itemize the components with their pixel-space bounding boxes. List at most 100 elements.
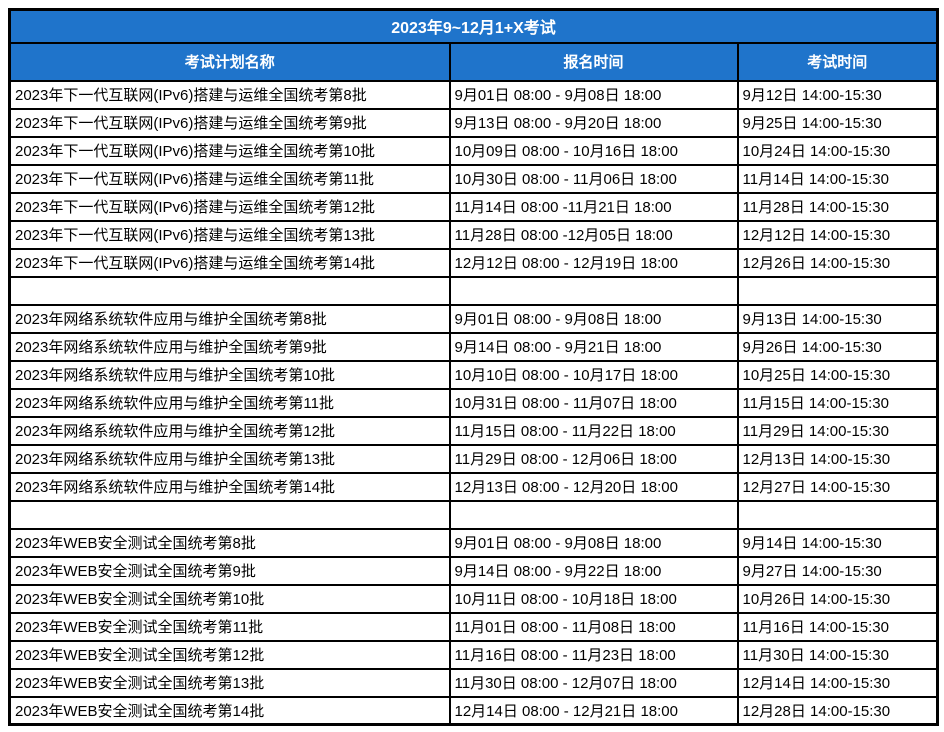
exam-plan-name-cell: 2023年网络系统软件应用与维护全国统考第9批 [8, 331, 451, 362]
empty-cell [448, 499, 739, 530]
column-header-plan-name: 考试计划名称 [8, 41, 451, 82]
exam-plan-name-cell: 2023年网络系统软件应用与维护全国统考第10批 [8, 359, 451, 390]
exam-time-cell: 10月26日 14:00-15:30 [736, 583, 939, 614]
exam-time-cell: 11月29日 14:00-15:30 [736, 415, 939, 446]
table-row: 2023年WEB安全测试全国统考第9批 9月14日 08:00 - 9月22日 … [8, 555, 939, 586]
table-row: 2023年WEB安全测试全国统考第12批 11月16日 08:00 - 11月2… [8, 639, 939, 670]
title-row: 2023年9~12月1+X考试 [8, 8, 939, 44]
empty-cell [8, 275, 451, 306]
registration-time-cell: 9月14日 08:00 - 9月21日 18:00 [448, 331, 739, 362]
table-row: 2023年下一代互联网(IPv6)搭建与运维全国统考第11批 10月30日 08… [8, 163, 939, 194]
registration-time-cell: 11月15日 08:00 - 11月22日 18:00 [448, 415, 739, 446]
registration-time-cell: 9月14日 08:00 - 9月22日 18:00 [448, 555, 739, 586]
registration-time-cell: 10月31日 08:00 - 11月07日 18:00 [448, 387, 739, 418]
header-row: 考试计划名称 报名时间 考试时间 [8, 41, 939, 82]
table-title: 2023年9~12月1+X考试 [8, 8, 939, 44]
table-row: 2023年下一代互联网(IPv6)搭建与运维全国统考第10批 10月09日 08… [8, 135, 939, 166]
table-row: 2023年WEB安全测试全国统考第11批 11月01日 08:00 - 11月0… [8, 611, 939, 642]
exam-plan-name-cell: 2023年网络系统软件应用与维护全国统考第14批 [8, 471, 451, 502]
table-row: 2023年下一代互联网(IPv6)搭建与运维全国统考第12批 11月14日 08… [8, 191, 939, 222]
exam-plan-name-cell: 2023年下一代互联网(IPv6)搭建与运维全国统考第10批 [8, 135, 451, 166]
registration-time-cell: 10月11日 08:00 - 10月18日 18:00 [448, 583, 739, 614]
exam-schedule-table: 2023年9~12月1+X考试 考试计划名称 报名时间 考试时间 2023年下一… [8, 8, 940, 726]
empty-cell [448, 275, 739, 306]
table-row: 2023年网络系统软件应用与维护全国统考第12批 11月15日 08:00 - … [8, 415, 939, 446]
exam-plan-name-cell: 2023年下一代互联网(IPv6)搭建与运维全国统考第8批 [8, 79, 451, 110]
exam-plan-name-cell: 2023年网络系统软件应用与维护全国统考第13批 [8, 443, 451, 474]
exam-time-cell: 9月27日 14:00-15:30 [736, 555, 939, 586]
exam-plan-name-cell: 2023年网络系统软件应用与维护全国统考第12批 [8, 415, 451, 446]
table-row: 2023年下一代互联网(IPv6)搭建与运维全国统考第9批 9月13日 08:0… [8, 107, 939, 138]
empty-cell [736, 499, 939, 530]
registration-time-cell: 12月14日 08:00 - 12月21日 18:00 [448, 695, 739, 726]
registration-time-cell: 12月13日 08:00 - 12月20日 18:00 [448, 471, 739, 502]
table-row: 2023年WEB安全测试全国统考第14批 12月14日 08:00 - 12月2… [8, 695, 939, 726]
exam-time-cell: 11月14日 14:00-15:30 [736, 163, 939, 194]
exam-time-cell: 9月14日 14:00-15:30 [736, 527, 939, 558]
exam-time-cell: 11月30日 14:00-15:30 [736, 639, 939, 670]
exam-time-cell: 12月26日 14:00-15:30 [736, 247, 939, 278]
exam-time-cell: 9月26日 14:00-15:30 [736, 331, 939, 362]
registration-time-cell: 12月12日 08:00 - 12月19日 18:00 [448, 247, 739, 278]
exam-plan-name-cell: 2023年WEB安全测试全国统考第12批 [8, 639, 451, 670]
registration-time-cell: 11月28日 08:00 -12月05日 18:00 [448, 219, 739, 250]
exam-time-cell: 12月27日 14:00-15:30 [736, 471, 939, 502]
exam-time-cell: 12月14日 14:00-15:30 [736, 667, 939, 698]
spacer-row [8, 275, 939, 306]
exam-plan-name-cell: 2023年网络系统软件应用与维护全国统考第11批 [8, 387, 451, 418]
table-row: 2023年下一代互联网(IPv6)搭建与运维全国统考第8批 9月01日 08:0… [8, 79, 939, 110]
registration-time-cell: 10月10日 08:00 - 10月17日 18:00 [448, 359, 739, 390]
spacer-row [8, 499, 939, 530]
registration-time-cell: 9月01日 08:00 - 9月08日 18:00 [448, 303, 739, 334]
table-row: 2023年WEB安全测试全国统考第10批 10月11日 08:00 - 10月1… [8, 583, 939, 614]
table-row: 2023年网络系统软件应用与维护全国统考第8批 9月01日 08:00 - 9月… [8, 303, 939, 334]
registration-time-cell: 11月30日 08:00 - 12月07日 18:00 [448, 667, 739, 698]
exam-plan-name-cell: 2023年下一代互联网(IPv6)搭建与运维全国统考第13批 [8, 219, 451, 250]
table-row: 2023年网络系统软件应用与维护全国统考第13批 11月29日 08:00 - … [8, 443, 939, 474]
empty-cell [8, 499, 451, 530]
table-row: 2023年WEB安全测试全国统考第8批 9月01日 08:00 - 9月08日 … [8, 527, 939, 558]
exam-time-cell: 11月15日 14:00-15:30 [736, 387, 939, 418]
exam-plan-name-cell: 2023年WEB安全测试全国统考第11批 [8, 611, 451, 642]
registration-time-cell: 11月16日 08:00 - 11月23日 18:00 [448, 639, 739, 670]
table-row: 2023年网络系统软件应用与维护全国统考第11批 10月31日 08:00 - … [8, 387, 939, 418]
exam-time-cell: 11月28日 14:00-15:30 [736, 191, 939, 222]
column-header-exam-time: 考试时间 [736, 41, 939, 82]
exam-plan-name-cell: 2023年下一代互联网(IPv6)搭建与运维全国统考第12批 [8, 191, 451, 222]
exam-plan-name-cell: 2023年下一代互联网(IPv6)搭建与运维全国统考第9批 [8, 107, 451, 138]
column-header-registration-time: 报名时间 [448, 41, 739, 82]
registration-time-cell: 10月30日 08:00 - 11月06日 18:00 [448, 163, 739, 194]
exam-plan-name-cell: 2023年下一代互联网(IPv6)搭建与运维全国统考第14批 [8, 247, 451, 278]
exam-plan-name-cell: 2023年WEB安全测试全国统考第13批 [8, 667, 451, 698]
registration-time-cell: 9月01日 08:00 - 9月08日 18:00 [448, 527, 739, 558]
exam-plan-name-cell: 2023年网络系统软件应用与维护全国统考第8批 [8, 303, 451, 334]
table-row: 2023年WEB安全测试全国统考第13批 11月30日 08:00 - 12月0… [8, 667, 939, 698]
exam-plan-name-cell: 2023年下一代互联网(IPv6)搭建与运维全国统考第11批 [8, 163, 451, 194]
table-row: 2023年下一代互联网(IPv6)搭建与运维全国统考第14批 12月12日 08… [8, 247, 939, 278]
exam-plan-name-cell: 2023年WEB安全测试全国统考第8批 [8, 527, 451, 558]
exam-time-cell: 12月13日 14:00-15:30 [736, 443, 939, 474]
table-row: 2023年网络系统软件应用与维护全国统考第14批 12月13日 08:00 - … [8, 471, 939, 502]
exam-time-cell: 9月13日 14:00-15:30 [736, 303, 939, 334]
exam-time-cell: 9月25日 14:00-15:30 [736, 107, 939, 138]
registration-time-cell: 11月29日 08:00 - 12月06日 18:00 [448, 443, 739, 474]
exam-time-cell: 10月25日 14:00-15:30 [736, 359, 939, 390]
exam-time-cell: 12月28日 14:00-15:30 [736, 695, 939, 726]
exam-time-cell: 10月24日 14:00-15:30 [736, 135, 939, 166]
table-row: 2023年网络系统软件应用与维护全国统考第9批 9月14日 08:00 - 9月… [8, 331, 939, 362]
registration-time-cell: 11月01日 08:00 - 11月08日 18:00 [448, 611, 739, 642]
exam-time-cell: 11月16日 14:00-15:30 [736, 611, 939, 642]
registration-time-cell: 10月09日 08:00 - 10月16日 18:00 [448, 135, 739, 166]
registration-time-cell: 11月14日 08:00 -11月21日 18:00 [448, 191, 739, 222]
table-row: 2023年下一代互联网(IPv6)搭建与运维全国统考第13批 11月28日 08… [8, 219, 939, 250]
exam-time-cell: 12月12日 14:00-15:30 [736, 219, 939, 250]
exam-plan-name-cell: 2023年WEB安全测试全国统考第9批 [8, 555, 451, 586]
exam-plan-name-cell: 2023年WEB安全测试全国统考第10批 [8, 583, 451, 614]
registration-time-cell: 9月13日 08:00 - 9月20日 18:00 [448, 107, 739, 138]
exam-time-cell: 9月12日 14:00-15:30 [736, 79, 939, 110]
table-row: 2023年网络系统软件应用与维护全国统考第10批 10月10日 08:00 - … [8, 359, 939, 390]
exam-plan-name-cell: 2023年WEB安全测试全国统考第14批 [8, 695, 451, 726]
empty-cell [736, 275, 939, 306]
registration-time-cell: 9月01日 08:00 - 9月08日 18:00 [448, 79, 739, 110]
